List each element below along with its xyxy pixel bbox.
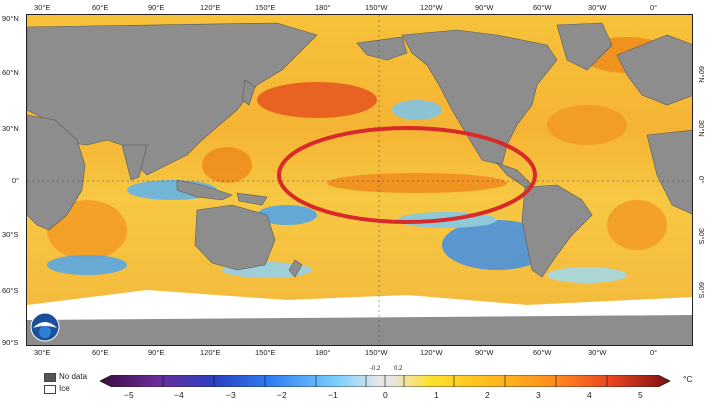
lon-label: 150°E	[255, 348, 276, 357]
colorbar-unit: °C	[683, 374, 693, 384]
colorbar-tick: −5	[124, 390, 134, 400]
lon-label: 150°E	[255, 3, 276, 12]
lon-label: 180°	[315, 3, 331, 12]
colorbar-gradient	[99, 374, 671, 388]
australia-landmass	[194, 204, 276, 271]
lon-label: 150°W	[365, 3, 388, 12]
colorbar-tick: 1	[434, 390, 439, 400]
lon-label: 90°W	[475, 348, 494, 357]
europe-landmass	[616, 34, 692, 106]
colorbar-tick: 5	[638, 390, 643, 400]
lon-label: 60°E	[92, 3, 109, 12]
lat-label: 90°S	[2, 338, 19, 347]
no-data-label: No data	[59, 372, 88, 381]
lon-label: 60°E	[92, 348, 109, 357]
highlight-ellipse	[277, 126, 537, 224]
noaa-logo	[30, 312, 60, 342]
south-america-landmass	[521, 184, 593, 278]
lon-label: 30°W	[588, 3, 607, 12]
alaska-landmass	[356, 36, 408, 61]
map-canvas	[27, 15, 692, 345]
lon-label: 0°	[650, 348, 658, 357]
lat-label: 60°S	[2, 286, 19, 295]
colorbar-tick: −4	[174, 390, 184, 400]
west-africa-landmass	[646, 129, 692, 215]
lon-label: 120°W	[420, 348, 443, 357]
greenland-landmass	[556, 22, 613, 71]
colorbar-tick: 2	[485, 390, 490, 400]
antarctic-region	[27, 290, 692, 345]
no-data-swatch	[44, 373, 56, 382]
colorbar-tick: −3	[226, 390, 236, 400]
cool-anomaly-patches	[47, 100, 627, 283]
japan-landmass	[241, 79, 256, 106]
indonesia-landmass	[176, 179, 233, 201]
lat-label: 60°N	[2, 68, 19, 77]
lat-label: 30°N	[2, 124, 19, 133]
colorbar-tick: 4	[587, 390, 592, 400]
lon-label: 120°E	[200, 348, 221, 357]
ice-label: Ice	[59, 384, 70, 393]
land-masses	[27, 22, 692, 278]
new-guinea-landmass	[236, 192, 268, 206]
lat-label: 0°	[697, 176, 706, 184]
colorbar-tick: 3	[536, 390, 541, 400]
colorbar-tick: −1	[328, 390, 338, 400]
noaa-seal-icon	[30, 312, 60, 342]
lon-label: 90°E	[148, 348, 165, 357]
lat-label: 60°N	[697, 66, 706, 83]
new-zealand-landmass	[288, 259, 303, 278]
colorbar-tick: 0	[383, 390, 388, 400]
lon-label: 150°W	[365, 348, 388, 357]
lon-label: 120°E	[200, 3, 221, 12]
lat-label: 30°N	[697, 120, 706, 137]
ice-swatch	[44, 385, 56, 394]
antarctica-landmass	[27, 315, 692, 345]
sea-surface-temperature-map	[26, 14, 693, 346]
colorbar-small-tick: -0.2	[370, 366, 381, 372]
lat-label: 30°S	[697, 228, 706, 245]
lat-label: 30°S	[2, 230, 19, 239]
lon-label: 30°E	[34, 3, 51, 12]
lon-label: 90°E	[148, 3, 165, 12]
africa-landmass	[27, 114, 86, 231]
lon-label: 180°	[315, 348, 331, 357]
lon-label: 30°E	[34, 348, 51, 357]
lon-label: 60°W	[533, 348, 552, 357]
lat-label: 0°	[12, 176, 20, 185]
lon-label: 90°W	[475, 3, 494, 12]
lon-label: 60°W	[533, 3, 552, 12]
lon-label: 30°W	[588, 348, 607, 357]
lon-label: 120°W	[420, 3, 443, 12]
india-landmass	[121, 144, 148, 181]
graticule	[27, 15, 692, 345]
colorbar-small-tick: 0.2	[394, 366, 403, 372]
lat-label: 60°S	[697, 282, 706, 299]
lat-label: 90°N	[2, 14, 19, 23]
colorbar-tick: −2	[277, 390, 287, 400]
colorbar	[99, 374, 671, 388]
lon-label: 0°	[650, 3, 658, 12]
